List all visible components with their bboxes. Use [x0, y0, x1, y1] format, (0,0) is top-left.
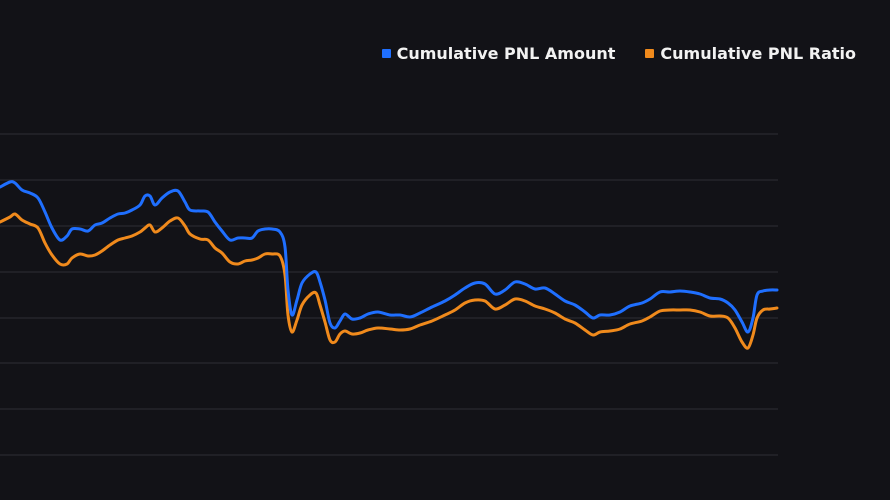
legend-item-series-1[interactable]: Cumulative PNL Amount	[381, 44, 616, 63]
series-line-1[interactable]	[0, 180, 779, 334]
series-line-2[interactable]	[0, 212, 779, 350]
series-lines	[0, 180, 779, 350]
legend-swatch-series-1	[381, 49, 391, 58]
gridlines	[0, 133, 778, 456]
legend-label-series-2: Cumulative PNL Ratio	[660, 44, 856, 63]
legend-label-series-1: Cumulative PNL Amount	[396, 44, 616, 63]
legend-swatch-series-2	[645, 49, 655, 58]
legend: Cumulative PNL Amount Cumulative PNL Rat…	[381, 44, 856, 63]
legend-item-series-2[interactable]: Cumulative PNL Ratio	[645, 44, 856, 63]
